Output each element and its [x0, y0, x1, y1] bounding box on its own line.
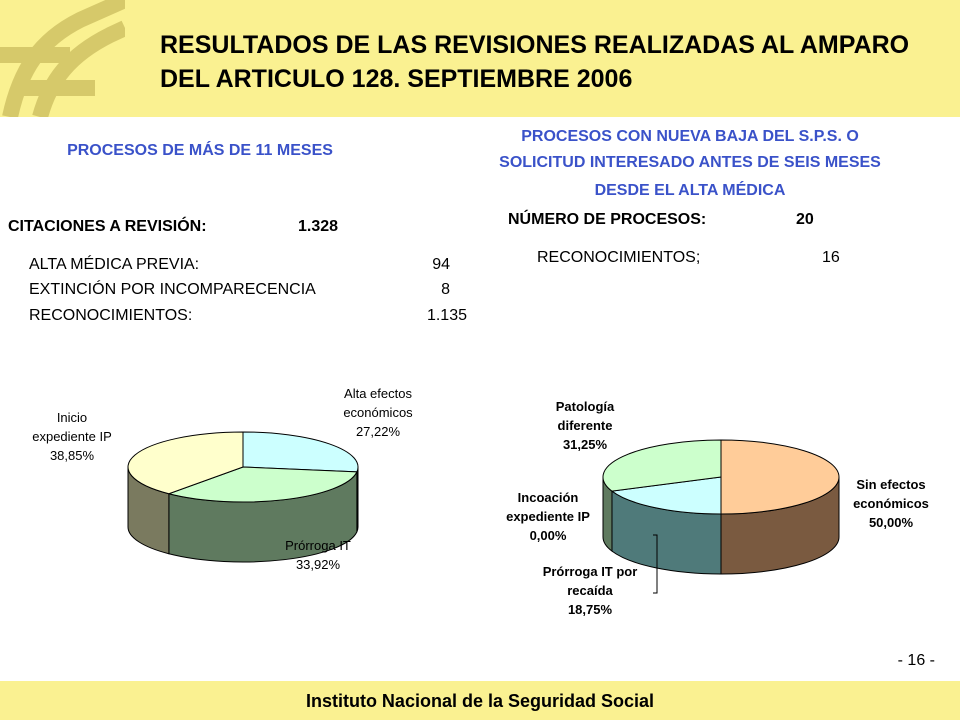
- slice-label-2-0: Inicio: [57, 410, 87, 425]
- slice-label-0-1: económicos: [343, 405, 413, 420]
- slice-label-0-0: Sin efectos: [856, 477, 925, 492]
- right-heading-line2: SOLICITUD INTERESADO ANTES DE SEIS MESES: [499, 154, 881, 171]
- slice-label-2-2: 38,85%: [50, 448, 95, 463]
- row-label-alta: ALTA MÉDICA PREVIA:: [29, 256, 200, 273]
- slice-label-1-0: Prórroga IT por: [543, 564, 638, 579]
- pie-slice-0: [242, 431, 359, 473]
- row-label-extincion: EXTINCIÓN POR INCOMPARECENCIA: [29, 281, 316, 298]
- slice-label-0-2: 50,00%: [869, 515, 914, 530]
- slice-label-3-1: diferente: [558, 418, 613, 433]
- page-title: RESULTADOS DE LAS REVISIONES REALIZADAS …: [160, 31, 910, 93]
- right-recon-label: RECONOCIMIENTOS;: [537, 249, 701, 266]
- slice-label-2-1: expediente IP: [32, 429, 112, 444]
- pie-chart-left: Alta efectos económicos 27,22% Prórroga IT 3…: [32, 386, 413, 572]
- slice-label-0-1: económicos: [853, 496, 929, 511]
- row-label-reconocimientos: RECONOCIMIENTOS:: [29, 307, 193, 324]
- header-band: RESULTADOS DE LAS REVISIONES REALIZADAS …: [0, 0, 960, 117]
- row-value-alta: 94: [432, 256, 450, 273]
- slice-label-3-0: Patología: [556, 399, 615, 414]
- inss-logo: [0, 0, 125, 117]
- row-value-extincion: 8: [441, 281, 450, 298]
- slice-label-0-0: Alta efectos: [344, 386, 412, 401]
- pie-slice-0: [720, 439, 840, 515]
- pie-slice-2: [127, 431, 244, 495]
- pie-slice-1: [167, 466, 358, 503]
- left-heading: PROCESOS DE MÁS DE 11 MESES: [67, 142, 333, 159]
- slice-label-1-1: 33,92%: [296, 557, 341, 572]
- slice-label-2-0: Incoación: [518, 490, 579, 505]
- pie-slice-1: [610, 476, 722, 515]
- slice-label-1-0: Prórroga IT: [285, 538, 351, 553]
- citaciones-value: 1.328: [298, 218, 339, 235]
- pie-slice-3: [602, 439, 722, 492]
- right-heading-line1: PROCESOS CON NUEVA BAJA DEL S.P.S. O: [521, 128, 859, 145]
- slice-label-1-1: recaída: [567, 583, 613, 598]
- leader-line-1: [653, 534, 658, 594]
- num-procesos-value: 20: [796, 211, 814, 228]
- slice-label-1-2: 18,75%: [568, 602, 613, 617]
- slice-label-0-2: 27,22%: [356, 424, 401, 439]
- slice-label-2-1: expediente IP: [506, 509, 590, 524]
- num-procesos-label: NÚMERO DE PROCESOS:: [508, 211, 707, 228]
- footer-band: Instituto Nacional de la Seguridad Socia…: [0, 681, 960, 720]
- slice-label-3-2: 31,25%: [563, 437, 608, 452]
- citaciones-label: CITACIONES A REVISIÓN:: [8, 218, 207, 235]
- pie-chart-right: Sin efectos económicos 50,00% Prórroga IT p…: [506, 399, 929, 617]
- page-number: - 16 -: [897, 652, 935, 669]
- right-heading-line3: DESDE EL ALTA MÉDICA: [594, 182, 786, 199]
- row-value-reconocimientos: 1.135: [426, 307, 467, 324]
- institution-name: Instituto Nacional de la Seguridad Socia…: [305, 691, 655, 711]
- slice-label-2-2: 0,00%: [530, 528, 567, 543]
- right-recon-value: 16: [822, 249, 840, 266]
